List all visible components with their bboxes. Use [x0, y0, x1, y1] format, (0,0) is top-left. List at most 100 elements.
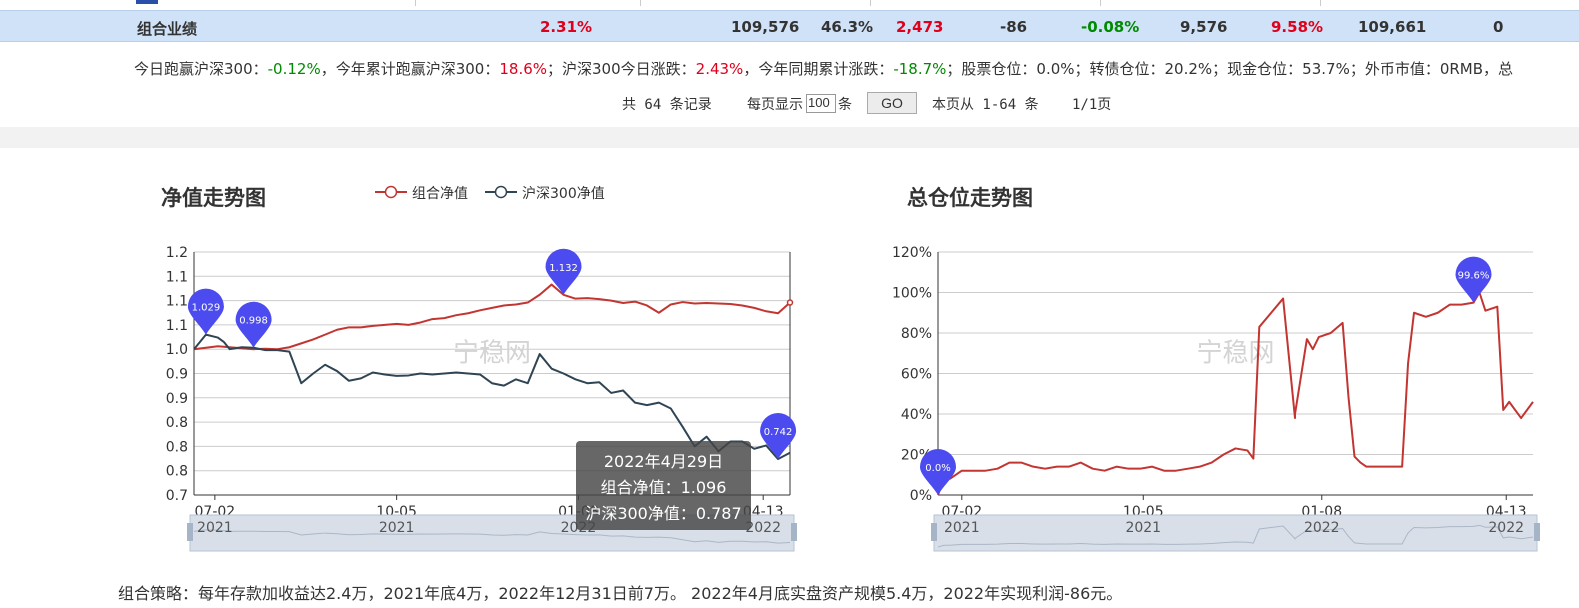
top-strip — [0, 0, 1579, 10]
info-line: 今日跑赢沪深300：-0.12%，今年累计跑赢沪深300：18.6%；沪深300… — [134, 58, 1513, 79]
y-tick-label: 60% — [901, 367, 932, 383]
summary-cell: -86 — [1000, 18, 1028, 36]
marker-label: 99.6% — [1458, 271, 1490, 282]
info-value: -18.7% — [893, 60, 947, 78]
legend-line-icon — [485, 185, 517, 199]
column-divider — [415, 0, 416, 6]
y-tick-label: 120% — [892, 245, 932, 261]
column-divider — [870, 0, 871, 6]
series-line — [193, 283, 791, 351]
summary-cell: 2,473 — [896, 18, 944, 36]
y-tick-label: 0.8 — [166, 464, 188, 480]
y-tick-label: 0.9 — [166, 367, 188, 383]
marker-label: 0.0% — [925, 463, 950, 474]
info-text: ，今年同期累计涨跌： — [743, 60, 894, 78]
x-tick-year-label: 2021 — [1125, 520, 1161, 536]
column-divider — [640, 0, 641, 6]
watermark: 宁稳网 — [1196, 338, 1274, 368]
y-tick-label: 1.1 — [166, 294, 188, 310]
summary-row: 组合业绩 2.31% 109,576 46.3% 2,473 -86 -0.08… — [0, 10, 1579, 42]
summary-cell: 109,576 — [731, 18, 800, 36]
tooltip-index: 沪深300净值：0.787 — [585, 504, 742, 523]
summary-cell: 9,576 — [1180, 18, 1228, 36]
summary-cell: 2.31% — [540, 18, 593, 36]
x-tick-year-label: 2021 — [379, 520, 415, 536]
info-value: -0.12% — [267, 60, 321, 78]
summary-label: 组合业绩 — [137, 20, 198, 38]
y-tick-label: 1.1 — [166, 269, 188, 285]
series-line — [937, 291, 1534, 496]
x-tick-year-label: 2022 — [745, 520, 781, 536]
y-tick-label: 0% — [910, 488, 932, 504]
strategy-text: 组合策略：每年存款加收益达2.4万，2021年底4万，2022年12月31日前7… — [118, 584, 1123, 603]
marker-label: 0.742 — [764, 427, 793, 438]
zoom-slider — [933, 514, 1538, 552]
marker-pin — [235, 301, 272, 348]
x-tick-year-label: 2021 — [197, 520, 233, 536]
pager-per-page-unit: 条 — [838, 97, 852, 113]
tooltip-portfolio: 组合净值：1.096 — [600, 478, 727, 497]
y-tick-label: 100% — [892, 286, 932, 302]
info-text: ，今年累计跑赢沪深300： — [320, 60, 500, 78]
zoom-handle-left — [187, 523, 193, 541]
marker-label: 1.029 — [192, 303, 221, 314]
legend-label: 沪深300净值 — [522, 186, 605, 202]
marker-label: 1.132 — [549, 263, 578, 274]
y-tick-label: 80% — [901, 326, 932, 342]
section-divider — [0, 127, 1579, 148]
marker-pin — [920, 448, 956, 495]
legend-label: 组合净值 — [412, 186, 468, 202]
per-page-input[interactable]: 100 — [806, 94, 836, 113]
tooltip-date: 2022年4月29日 — [603, 452, 724, 471]
y-tick-label: 0.7 — [166, 488, 188, 504]
marker-pin — [545, 248, 582, 295]
position-chart-title: 总仓位走势图 — [907, 186, 1033, 210]
marker-pin — [1455, 256, 1492, 303]
marker-label: 0.998 — [239, 316, 268, 327]
marker-pin — [760, 413, 797, 460]
y-tick-label: 0.8 — [166, 415, 188, 431]
pager-per-page-label: 每页显示 — [747, 97, 803, 113]
info-text: 总 — [1498, 60, 1514, 78]
pager-total: 共 64 条记录 — [622, 97, 712, 113]
info-text: 今日跑赢沪深300： — [134, 60, 268, 78]
series-end-point — [786, 299, 794, 306]
column-divider — [1100, 0, 1101, 6]
column-divider — [1320, 0, 1321, 6]
zoom-handle-left — [931, 523, 937, 541]
nav-chart[interactable]: 0.70.80.80.80.90.91.01.11.11.11.2宁稳网07-0… — [150, 230, 810, 560]
go-button[interactable]: GO — [867, 92, 917, 114]
summary-cell: 9.58% — [1271, 18, 1324, 36]
y-tick-label: 1.2 — [166, 245, 188, 261]
zoom-silhouette — [937, 524, 1534, 548]
info-value: 2.43% — [695, 60, 744, 78]
x-tick-year-label: 2022 — [1304, 520, 1340, 536]
y-tick-label: 1.0 — [166, 342, 188, 358]
zoom-handle-right — [1534, 523, 1540, 541]
x-tick-year-label: 2021 — [944, 520, 980, 536]
summary-cell: 0 — [1493, 18, 1504, 36]
watermark: 宁稳网 — [453, 338, 531, 368]
pager-pages: 1/1页 — [1072, 97, 1112, 113]
tab-marker — [136, 0, 158, 4]
y-tick-label: 0.8 — [166, 439, 188, 455]
info-value: 18.6% — [499, 60, 548, 78]
y-tick-label: 40% — [901, 407, 932, 423]
zoom-handle-right — [791, 523, 797, 541]
info-text: ；股票仓位：0.0%；转债仓位：20.2%；现金仓位：53.7%；外币市值：0R… — [946, 60, 1499, 78]
chart-tooltip: 2022年4月29日 组合净值：1.096 沪深300净值：0.787 — [576, 441, 751, 530]
zoom-silhouette — [193, 529, 791, 544]
series-line — [193, 333, 791, 461]
legend-line-icon — [375, 185, 407, 199]
y-tick-label: 1.1 — [166, 318, 188, 334]
x-tick-year-label: 2022 — [1488, 520, 1524, 536]
info-text: ；沪深300今日涨跌： — [547, 60, 696, 78]
summary-cell: 109,661 — [1358, 18, 1427, 36]
summary-cell: -0.08% — [1081, 18, 1140, 36]
pager-range: 本页从 1-64 条 — [932, 97, 1039, 113]
y-tick-label: 0.9 — [166, 391, 188, 407]
summary-cell: 46.3% — [821, 18, 874, 36]
marker-pin — [187, 288, 224, 335]
nav-chart-title: 净值走势图 — [161, 186, 266, 210]
